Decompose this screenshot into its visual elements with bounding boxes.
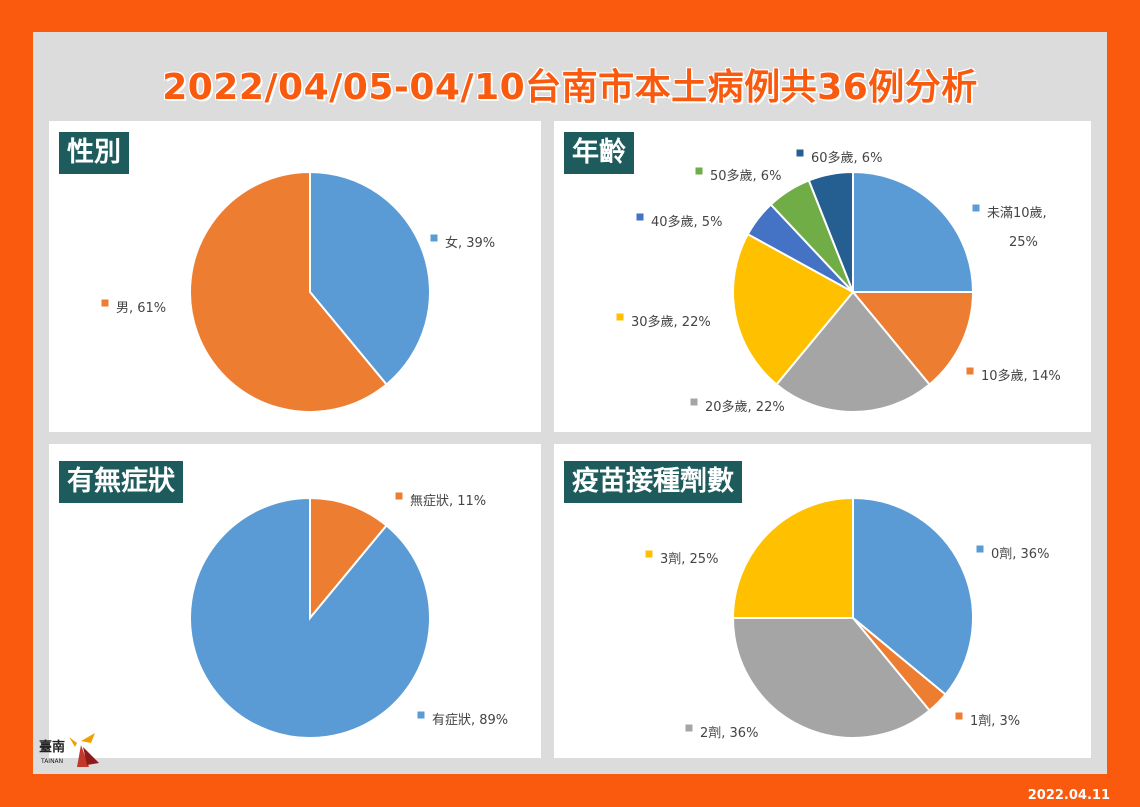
legend-marker-女 bbox=[430, 234, 438, 242]
legend-marker-1劑 bbox=[955, 712, 963, 720]
pie-slice-10多歲 bbox=[850, 291, 975, 386]
pie-slice-男 bbox=[189, 170, 388, 413]
data-label-60多歲: 60多歲, 6% bbox=[811, 150, 882, 166]
legend-marker-60多歲 bbox=[796, 149, 804, 157]
pie-slice-2劑 bbox=[731, 617, 931, 739]
legend-marker-50多歲 bbox=[695, 167, 703, 175]
legend-marker-男 bbox=[101, 299, 109, 307]
symptom-pie-chart: 無症狀, 11% 有症狀, 89% bbox=[189, 492, 508, 739]
legend-marker-20多歲 bbox=[690, 398, 698, 406]
symptom-chart-panel: 無症狀, 11% 有症狀, 89% 有無症狀 bbox=[49, 444, 541, 758]
data-label-20多歲: 20多歲, 22% bbox=[705, 399, 785, 415]
age-chart-panel: 未滿10歲, 25% 10多歲, 14% 20多歲, 22% 30多歲, 22% 40多歲… bbox=[554, 121, 1091, 432]
legend-marker-3劑 bbox=[645, 550, 653, 558]
pie-slice-30多歲 bbox=[732, 232, 855, 386]
vaccine-pie-chart: 0劑, 36% 1劑, 3% 2劑, 36% 3劑, 25% bbox=[645, 496, 1049, 741]
legend-marker-30多歲 bbox=[616, 313, 624, 321]
vaccine-chart-panel: 0劑, 36% 1劑, 3% 2劑, 36% 3劑, 25% 疫苗接種劑數 bbox=[554, 444, 1091, 758]
data-label-1劑: 1劑, 3% bbox=[970, 713, 1020, 729]
data-label-女: 女, 39% bbox=[445, 235, 495, 251]
data-label-3劑: 3劑, 25% bbox=[660, 551, 718, 567]
legend-marker-10多歲 bbox=[966, 367, 974, 375]
page-title: 2022/04/05-04/10台南市本土病例共36例分析 bbox=[162, 67, 978, 108]
data-label-50多歲: 50多歲, 6% bbox=[710, 168, 781, 184]
data-label-男: 男, 61% bbox=[116, 301, 166, 316]
gender-chart-title: 性別 bbox=[59, 132, 129, 174]
pie-slice-有症狀 bbox=[189, 496, 431, 739]
pie-slice-無症狀 bbox=[309, 496, 388, 621]
legend-marker-0劑 bbox=[976, 545, 984, 553]
data-label-未滿10歲-value: 25% bbox=[1009, 235, 1038, 250]
gender-chart-panel: 女, 39% 男, 61% 性別 bbox=[49, 121, 541, 432]
pie-slice-未滿10歲 bbox=[852, 170, 975, 293]
pie-slice-3劑 bbox=[731, 496, 854, 619]
legend-marker-2劑 bbox=[685, 724, 693, 732]
data-label-30多歲: 30多歲, 22% bbox=[631, 314, 711, 330]
pie-slice-60多歲 bbox=[807, 170, 854, 293]
vaccine-chart-title: 疫苗接種劑數 bbox=[564, 461, 742, 503]
legend-marker-未滿10歲 bbox=[972, 204, 980, 212]
data-label-0劑: 0劑, 36% bbox=[991, 546, 1049, 562]
pie-slice-0劑 bbox=[852, 496, 974, 696]
data-label-2劑: 2劑, 36% bbox=[700, 725, 758, 741]
data-label-10多歲: 10多歲, 14% bbox=[981, 368, 1061, 384]
svg-text:TAINAN: TAINAN bbox=[40, 758, 63, 765]
symptom-chart-title: 有無症狀 bbox=[59, 461, 183, 503]
legend-marker-40多歲 bbox=[636, 213, 644, 221]
tainan-logo: 臺南 TAINAN bbox=[37, 727, 107, 769]
report-date: 2022.04.11 bbox=[1027, 788, 1110, 803]
legend-marker-無症狀 bbox=[395, 492, 403, 500]
data-label-未滿10歲: 未滿10歲, bbox=[987, 205, 1047, 221]
pie-slice-女 bbox=[309, 170, 431, 386]
data-label-有症狀: 有症狀, 89% bbox=[432, 713, 508, 728]
data-label-40多歲: 40多歲, 5% bbox=[651, 214, 722, 230]
svg-text:臺南: 臺南 bbox=[39, 739, 65, 755]
gender-pie-chart: 女, 39% 男, 61% bbox=[101, 170, 495, 413]
legend-marker-有症狀 bbox=[417, 711, 425, 719]
age-chart-title: 年齡 bbox=[564, 132, 634, 174]
data-label-無症狀: 無症狀, 11% bbox=[410, 494, 486, 509]
age-pie-chart: 未滿10歲, 25% 10多歲, 14% 20多歲, 22% 30多歲, 22% 40多歲… bbox=[616, 149, 1061, 415]
pie-slice-20多歲 bbox=[775, 290, 931, 413]
